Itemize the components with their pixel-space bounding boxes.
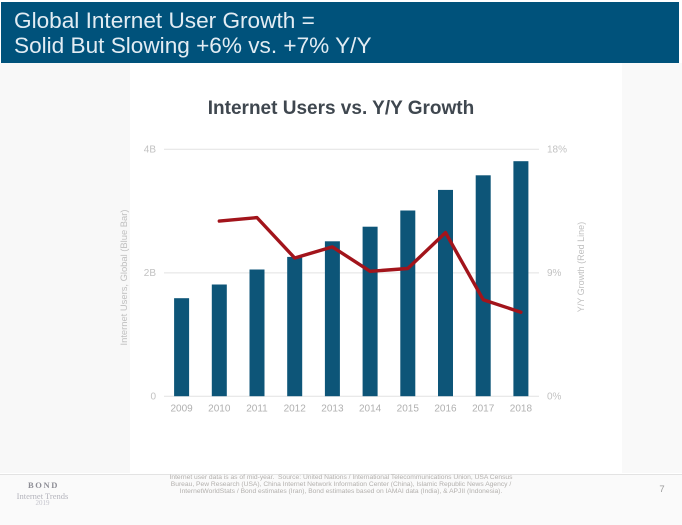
svg-text:2010: 2010 — [208, 403, 231, 414]
svg-text:2016: 2016 — [434, 403, 457, 414]
svg-text:Internet Users, Global (Blue B: Internet Users, Global (Blue Bar) — [118, 210, 129, 346]
svg-text:2015: 2015 — [397, 403, 420, 414]
svg-text:2013: 2013 — [321, 403, 344, 414]
svg-text:2012: 2012 — [284, 403, 307, 414]
svg-text:2014: 2014 — [359, 403, 382, 414]
svg-text:2009: 2009 — [170, 403, 193, 414]
svg-text:0: 0 — [150, 392, 156, 403]
svg-text:0%: 0% — [547, 392, 562, 403]
svg-text:9%: 9% — [547, 268, 562, 279]
svg-text:2B: 2B — [144, 268, 157, 279]
svg-text:2018: 2018 — [510, 403, 533, 414]
svg-text:2017: 2017 — [472, 403, 495, 414]
svg-text:2011: 2011 — [246, 403, 268, 414]
svg-text:4B: 4B — [144, 145, 157, 156]
svg-text:18%: 18% — [547, 145, 567, 156]
svg-text:Y/Y Growth (Red Line): Y/Y Growth (Red Line) — [576, 222, 586, 312]
